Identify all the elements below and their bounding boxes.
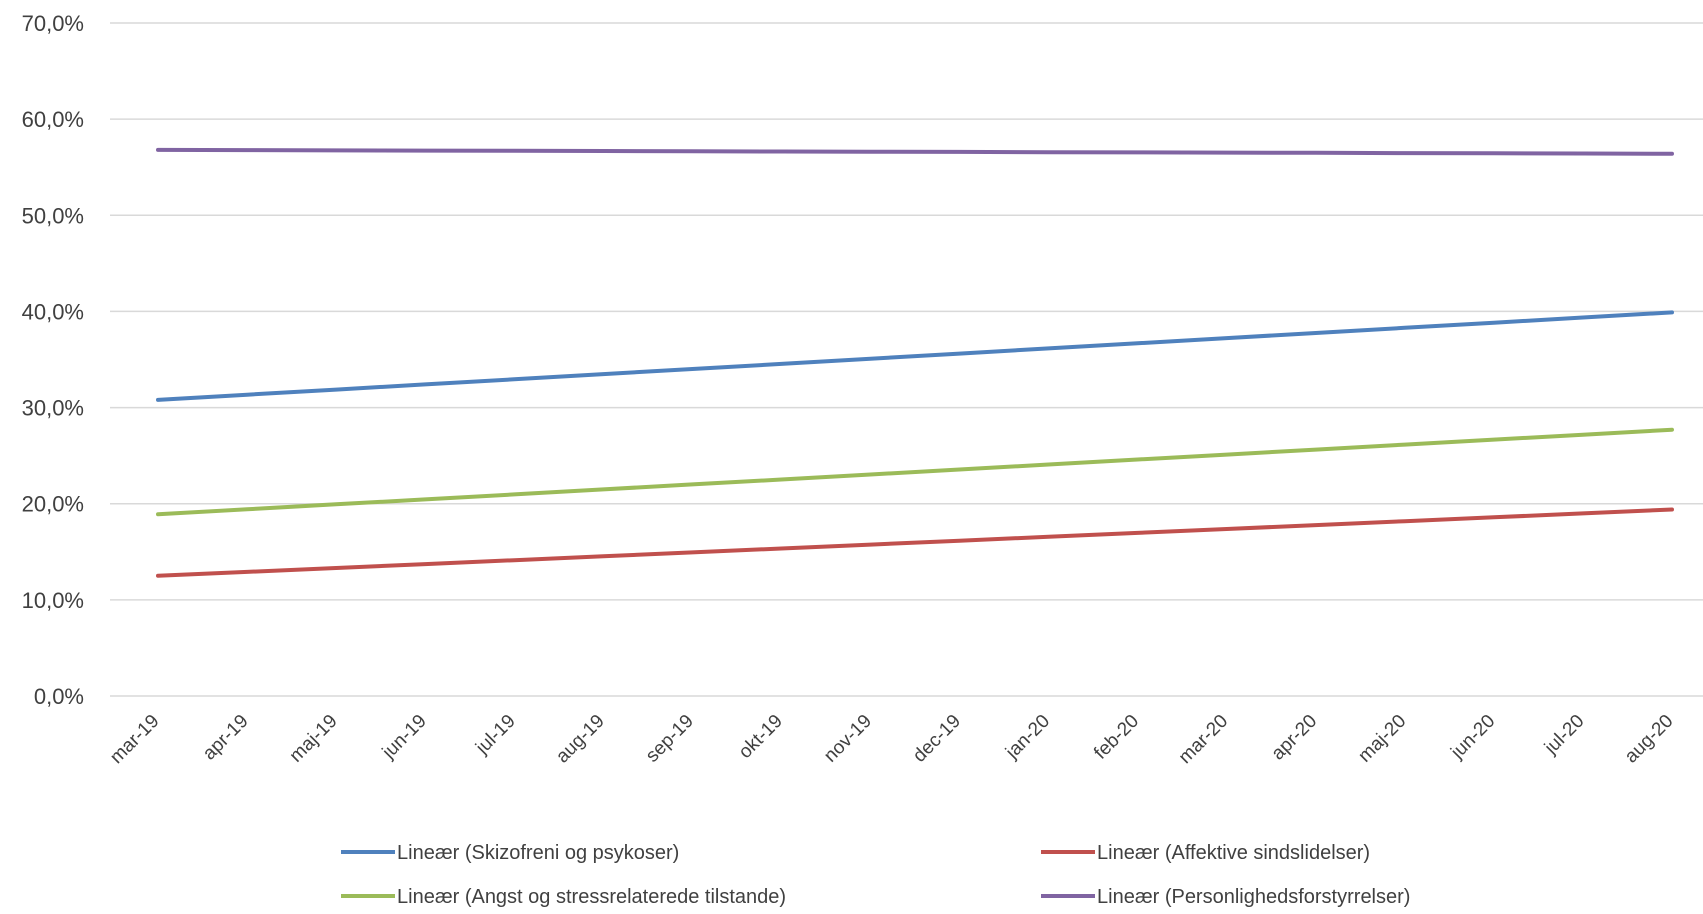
x-tick-label: maj-20: [1354, 711, 1410, 767]
x-tick-label: okt-19: [735, 711, 787, 763]
legend-label: Lineær (Affektive sindslidelser): [1097, 842, 1370, 864]
x-tick-label: feb-20: [1090, 711, 1143, 764]
legend-label: Lineær (Angst og stressrelaterede tilsta…: [397, 886, 786, 908]
y-tick-label: 20,0%: [22, 492, 84, 517]
y-tick-label: 60,0%: [22, 107, 84, 132]
y-tick-label: 10,0%: [22, 588, 84, 613]
x-tick-label: jun-19: [378, 711, 431, 764]
legend-label: Lineær (Skizofreni og psykoser): [397, 842, 679, 864]
y-tick-label: 30,0%: [22, 396, 84, 421]
x-tick-label: jan-20: [1001, 711, 1054, 764]
x-tick-label: aug-20: [1621, 711, 1678, 768]
x-tick-label: sep-19: [642, 711, 698, 767]
x-tick-label: mar-20: [1175, 711, 1232, 768]
series-line: [156, 507, 1674, 578]
y-tick-label: 0,0%: [34, 684, 84, 709]
x-tick-label: aug-19: [552, 711, 609, 768]
x-tick-label: apr-19: [199, 711, 253, 765]
y-tick-label: 40,0%: [22, 299, 84, 324]
series-line: [156, 147, 1674, 156]
x-tick-label: maj-19: [286, 711, 342, 767]
x-tick-label: apr-20: [1268, 711, 1322, 765]
x-tick-label: nov-19: [820, 711, 876, 767]
series-line: [156, 310, 1674, 402]
y-tick-label: 70,0%: [22, 11, 84, 36]
x-tick-label: dec-19: [909, 711, 965, 767]
series-line: [156, 427, 1674, 517]
x-tick-label: jul-19: [471, 711, 519, 759]
legend-label: Lineær (Personlighedsforstyrrelser): [1097, 886, 1410, 908]
x-tick-label: mar-19: [106, 711, 163, 768]
x-tick-label: jul-20: [1540, 711, 1588, 759]
y-tick-label: 50,0%: [22, 203, 84, 228]
x-tick-label: jun-20: [1447, 711, 1500, 764]
